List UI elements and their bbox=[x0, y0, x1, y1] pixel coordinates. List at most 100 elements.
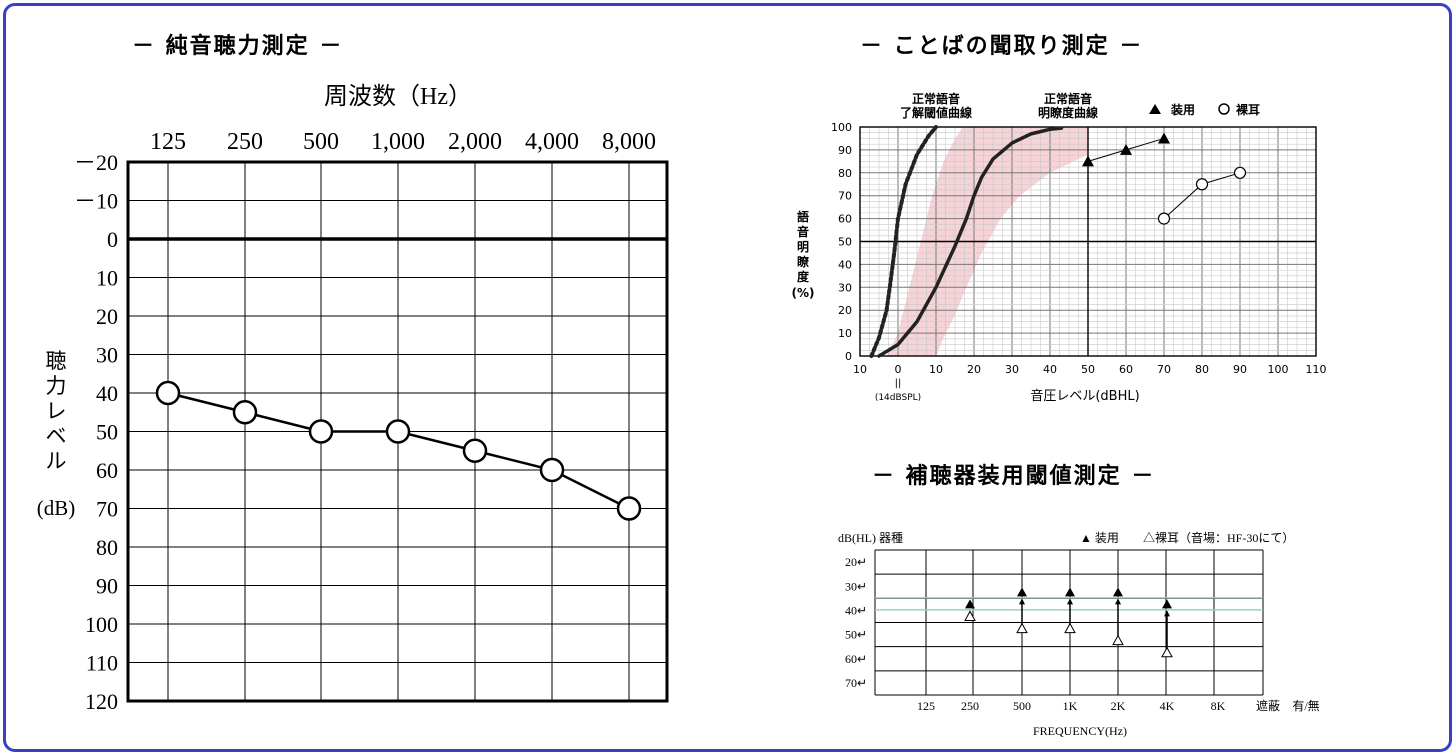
speech-x-tick: 10 bbox=[929, 363, 943, 376]
speech-aided-point bbox=[1158, 132, 1170, 144]
audiogram-y-label-char: レ bbox=[46, 399, 67, 423]
aided-y-tick: 40↵ bbox=[845, 603, 867, 617]
audiogram-y-tick: 40 bbox=[96, 381, 118, 406]
outer-frame bbox=[3, 3, 1452, 752]
audiogram-x-tick: 500 bbox=[303, 129, 339, 155]
aided-arrowhead bbox=[1115, 598, 1121, 605]
speech-x-tick: 100 bbox=[1268, 363, 1289, 376]
aided-x-tick: 4K bbox=[1160, 699, 1175, 713]
aided-y-tick: 20↵ bbox=[845, 555, 867, 569]
audiogram-y-tick: 50 bbox=[96, 420, 118, 445]
audiogram-y-label-char: ベ bbox=[46, 424, 67, 448]
audiogram-y-tick: －20 bbox=[74, 150, 118, 175]
aided-y-tick: 70↵ bbox=[845, 676, 867, 690]
aided-x-tick: 250 bbox=[961, 699, 979, 713]
aided-x-tick: 1K bbox=[1063, 699, 1078, 713]
aided-unaided-point bbox=[1016, 622, 1028, 634]
aided-unaided-point bbox=[1161, 646, 1173, 658]
audiogram-frame bbox=[126, 160, 669, 703]
aided-x-tick: 8K bbox=[1211, 699, 1226, 713]
audiogram-y-label-char: ル bbox=[46, 449, 67, 473]
speech-x-tick: 30 bbox=[1005, 363, 1019, 376]
aided-series bbox=[964, 587, 1173, 658]
aided-aided-point bbox=[1162, 599, 1172, 609]
speech-y-tick: 40 bbox=[838, 258, 852, 271]
aided-grid bbox=[874, 549, 1264, 696]
audiogram-point bbox=[155, 380, 181, 406]
aided-legend-aided: ▲ 装用 bbox=[1080, 531, 1119, 545]
curve-label-2-line2: 明瞭度曲線 bbox=[1038, 105, 1098, 120]
speech-reference-curves bbox=[869, 125, 1064, 358]
curve-label-1-line2: 了解閾値曲線 bbox=[900, 105, 972, 120]
aided-aided-point bbox=[1017, 587, 1027, 597]
speech-y-tick: 10 bbox=[838, 327, 852, 340]
speech-y-label-char: 語 bbox=[797, 209, 809, 224]
speech-x-tick: 80 bbox=[1195, 363, 1209, 376]
speech-x-tick: 0 bbox=[895, 363, 902, 376]
legend-aided-icon bbox=[1149, 104, 1161, 114]
speech-y-ticks: 0 10 20 30 40 50 60 70 80 90 100 bbox=[831, 121, 852, 363]
aided-arrowhead bbox=[1164, 610, 1170, 617]
audiogram-y-ticks: －20 －10 0 10 20 30 40 50 60 70 80 90 100 110 120 bbox=[74, 150, 118, 714]
aided-y-tick: 50↵ bbox=[845, 628, 867, 642]
speech-unaided-point bbox=[1157, 212, 1171, 225]
aided-arrowhead bbox=[1067, 598, 1073, 605]
audiogram-title: － 純音聴力測定 － bbox=[132, 34, 344, 59]
legend-unaided-label: 裸耳 bbox=[1236, 102, 1260, 117]
audiogram-x-ticks: 125 250 500 1,000 2,000 4,000 8,000 bbox=[150, 129, 656, 155]
aided-unaided-point bbox=[1112, 634, 1124, 646]
aided-x-tick: 125 bbox=[917, 699, 935, 713]
audiogram-y-tick: －10 bbox=[74, 189, 118, 214]
speech-y-tick: 80 bbox=[838, 167, 852, 180]
audiogram-point bbox=[616, 496, 642, 521]
speech-y-tick: 20 bbox=[838, 304, 852, 317]
speech-x-ticks: 10 0 10 20 30 40 50 60 70 80 90 100 110 bbox=[853, 363, 1327, 376]
speech-unaided-point bbox=[1195, 178, 1209, 191]
speech-series bbox=[1082, 132, 1247, 225]
speech-y-label-char: 瞭 bbox=[797, 254, 810, 269]
audiogram-point bbox=[462, 438, 488, 463]
aided-aided-point bbox=[965, 599, 975, 609]
audiogram-freq-title: 周波数（Hz） bbox=[324, 83, 472, 110]
aided-unaided-point bbox=[964, 610, 976, 621]
legend-aided-label: 装用 bbox=[1170, 102, 1195, 117]
audiogram-x-tick: 250 bbox=[227, 129, 263, 155]
audiogram-y-label-char: 力 bbox=[46, 374, 67, 398]
audiogram-x-tick: 1,000 bbox=[371, 129, 425, 155]
speech-x-note-marks: || bbox=[895, 378, 902, 389]
speech-y-tick: 60 bbox=[838, 213, 852, 226]
aided-header-left: dB(HL) 器種 bbox=[838, 531, 903, 545]
audiogram-x-tick: 2,000 bbox=[448, 129, 502, 155]
speech-y-tick: 0 bbox=[845, 350, 852, 363]
aided-unaided-point bbox=[1064, 622, 1076, 634]
aided-y-ticks: 20↵ 30↵ 40↵ 50↵ 60↵ 70↵ bbox=[845, 555, 867, 690]
aided-y-tick: 30↵ bbox=[845, 579, 867, 593]
speech-x-tick: 40 bbox=[1043, 363, 1057, 376]
intelligibility-curve bbox=[877, 126, 1064, 358]
aided-x-tick: 2K bbox=[1111, 699, 1126, 713]
audiogram-y-tick: 100 bbox=[85, 612, 118, 637]
speech-y-label-char: 音 bbox=[797, 224, 809, 239]
audiogram-y-tick: 80 bbox=[96, 535, 118, 560]
speech-y-tick: 70 bbox=[838, 190, 852, 203]
audiogram-point bbox=[232, 400, 258, 425]
audiogram-x-tick: 8,000 bbox=[602, 129, 656, 155]
aided-aided-point bbox=[1065, 587, 1075, 597]
speech-x-tick: 10 bbox=[853, 363, 867, 376]
aided-masking-label: 遮蔽 bbox=[1256, 698, 1280, 713]
speech-aided-point bbox=[1082, 155, 1094, 167]
audiogram-y-tick: 0 bbox=[107, 227, 118, 252]
audiogram-y-label-char: 聴 bbox=[46, 349, 67, 373]
audiogram-y-tick: 70 bbox=[96, 497, 118, 522]
audiogram-x-tick: 4,000 bbox=[525, 129, 579, 155]
speech-x-tick: 110 bbox=[1306, 363, 1327, 376]
aided-x-tick: 500 bbox=[1013, 699, 1031, 713]
speech-xlabel: 音圧レベル(dBHL) bbox=[1030, 388, 1139, 404]
speech-y-label-unit: (%) bbox=[792, 286, 815, 300]
aided-xlabel: FREQUENCY(Hz) bbox=[1033, 724, 1127, 738]
speech-x-tick: 50 bbox=[1081, 363, 1095, 376]
speech-title: － ことばの聞取り測定 － bbox=[860, 34, 1144, 59]
